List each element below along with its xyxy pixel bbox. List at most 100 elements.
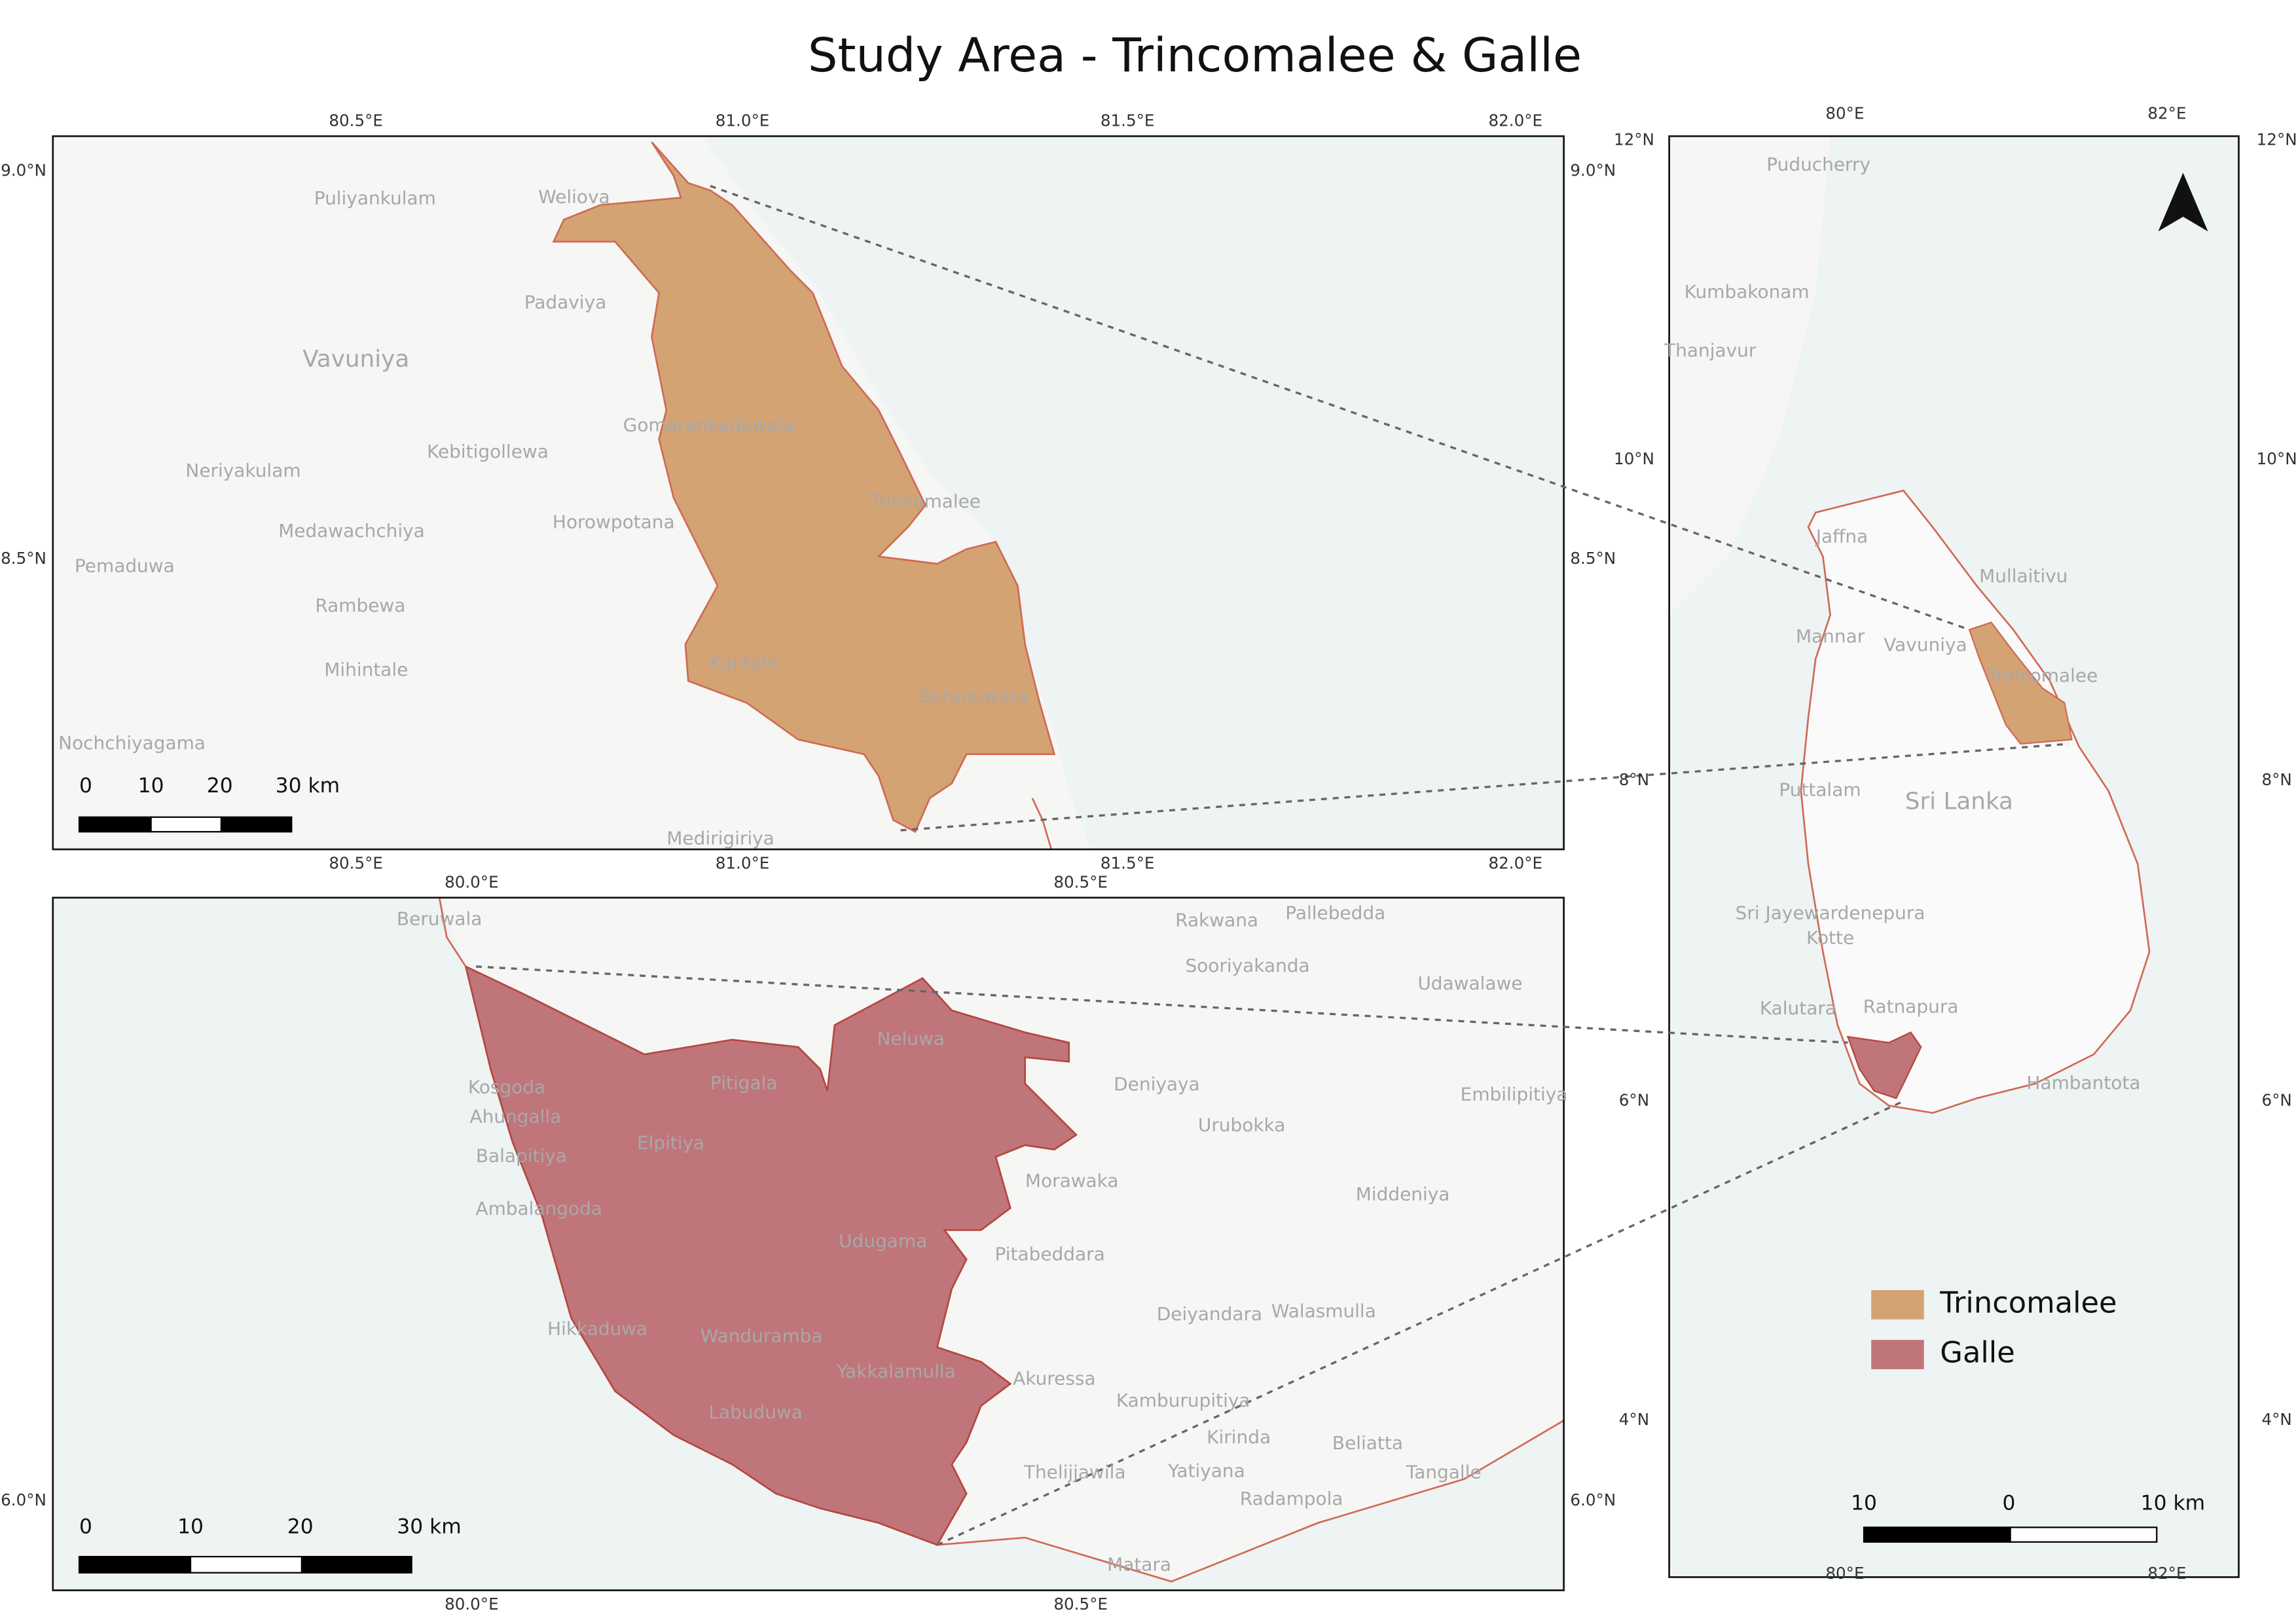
place-label: Elpitiya — [637, 1132, 704, 1154]
lat-tick-label: 8.5°N — [1, 549, 46, 568]
place-label: Kebitigollewa — [427, 441, 549, 462]
place-label: Mihintale — [324, 659, 408, 680]
place-label: Kirinda — [1207, 1426, 1271, 1448]
place-label: Labuduwa — [708, 1401, 803, 1423]
place-label: Gomarankadawala — [623, 415, 795, 436]
lon-tick-label: 80.5°E — [329, 111, 383, 130]
place-label: Embilipitiya — [1461, 1084, 1568, 1105]
scale-label: 0 — [79, 1515, 92, 1538]
lat-tick-label: 10°N — [2257, 449, 2296, 468]
lat-tick-label: 12°N — [2257, 130, 2296, 149]
lon-tick-label: 82.0°E — [1489, 853, 1543, 872]
place-label: Middeniya — [1356, 1183, 1450, 1205]
place-label: Tangalle — [1406, 1462, 1482, 1483]
place-label: Urubokka — [1198, 1115, 1285, 1136]
lon-tick-label: 80.5°E — [329, 853, 383, 872]
place-label: Udugama — [839, 1230, 927, 1251]
scale-label: 10 — [138, 774, 164, 798]
place-label: Sri Lanka — [1905, 788, 2013, 815]
lon-tick-label: 82°E — [2147, 103, 2186, 122]
lat-tick-label: 12°N — [1614, 130, 1654, 149]
place-label: Nochchiyagama — [58, 732, 206, 754]
place-label: Beruwala — [397, 908, 482, 929]
place-label: Balapitiya — [476, 1145, 567, 1167]
title: Study Area - Trincomalee & Galle — [808, 28, 1582, 83]
legend-swatch — [1871, 1290, 1924, 1320]
place-label: Thelijjawila — [1023, 1462, 1126, 1483]
lon-tick-label: 81.0°E — [716, 853, 770, 872]
lat-tick-label: 8°N — [2261, 770, 2291, 789]
place-label: Matara — [1107, 1554, 1171, 1576]
place-label: Vavuniya — [1884, 634, 1967, 655]
place-label: Jaffna — [1815, 526, 1868, 547]
scale-label: 20 — [207, 774, 233, 798]
place-label: Udawalawe — [1417, 972, 1522, 994]
panel-frame — [1668, 135, 2240, 1578]
place-label: Kotte — [1806, 927, 1854, 948]
place-label: Wanduramba — [701, 1325, 823, 1347]
lon-tick-label: 81.5°E — [1101, 853, 1155, 872]
place-label: Hikkaduwa — [547, 1318, 647, 1340]
place-label: Sooriyakanda — [1185, 955, 1309, 976]
sri-lanka — [1800, 489, 2151, 1114]
panel-frame — [52, 135, 1565, 851]
place-label: Yatiyana — [1167, 1460, 1245, 1481]
place-label: Walasmulla — [1271, 1301, 1376, 1322]
scale-segment — [189, 1556, 303, 1574]
lon-tick-label: 81.0°E — [716, 111, 770, 130]
trincomalee-inset — [1968, 621, 2073, 745]
place-label: Neluwa — [877, 1028, 945, 1050]
place-label: Puliyankulam — [314, 187, 436, 209]
place-label: Beliatta — [1332, 1432, 1403, 1454]
scale-label: 10 — [1851, 1492, 1877, 1515]
lon-tick-label: 80.5°E — [1053, 1595, 1108, 1614]
place-label: Ambalangoda — [475, 1198, 602, 1219]
lon-tick-label: 82.0°E — [1489, 111, 1543, 130]
place-label: Trincomalee — [869, 490, 981, 512]
place-label: Kalutara — [1760, 997, 1836, 1019]
coastline — [438, 897, 1565, 1583]
lat-tick-label: 6°N — [1619, 1091, 1649, 1110]
scale-label: 20 — [287, 1515, 314, 1538]
place-label: Weliova — [538, 186, 610, 208]
lat-tick-label: 8.5°N — [1570, 549, 1616, 568]
lat-tick-label: 6.0°N — [1570, 1490, 1616, 1509]
place-label: Vavuniya — [302, 346, 409, 373]
place-label: Deiyandara — [1157, 1303, 1262, 1325]
legend-swatch — [1871, 1340, 1924, 1369]
scale-segment — [301, 1556, 412, 1574]
place-label: Kosgoda — [468, 1077, 545, 1098]
place-label: Kamburupitiya — [1116, 1390, 1250, 1411]
lat-tick-label: 4°N — [1619, 1410, 1649, 1429]
scale-label: 30 km — [276, 774, 340, 798]
place-label: Padaviya — [524, 291, 607, 313]
connectors — [475, 185, 2069, 1546]
place-label: Neriyakulam — [185, 460, 301, 481]
galle-district — [464, 965, 1078, 1546]
lat-tick-label: 9.0°N — [1570, 161, 1616, 180]
lon-tick-label: 82°E — [2147, 1564, 2186, 1583]
legend-label: Galle — [1940, 1335, 2014, 1370]
lon-tick-label: 80°E — [1825, 103, 1864, 122]
lat-tick-label: 6.0°N — [1, 1490, 46, 1509]
place-label: Kantale — [709, 652, 778, 673]
place-label: Hambantota — [2026, 1072, 2140, 1094]
place-label: Puttalam — [1779, 779, 1861, 801]
place-label: Pitigala — [710, 1072, 777, 1094]
place-label: Trincomalee — [1986, 665, 2098, 686]
place-label: Medawachchiya — [278, 520, 425, 542]
place-label: Mullaitivu — [1979, 565, 2068, 587]
place-label: Mannar — [1796, 625, 1865, 647]
place-label: Radampola — [1240, 1488, 1343, 1509]
place-label: Puducherry — [1766, 154, 1870, 175]
labels: 80.5°E 81.0°E 81.5°E 82.0°E 80.5°E 81.0°E 81.5… — [1, 103, 2296, 1614]
lat-tick-label: 9.0°N — [1, 161, 46, 180]
place-label: Akuressa — [1013, 1368, 1095, 1390]
north-arrow — [2158, 172, 2208, 232]
place-label: Rambewa — [315, 595, 405, 616]
scale-label: 10 — [177, 1515, 204, 1538]
scale-label: 10 km — [2141, 1492, 2205, 1515]
place-label: Horowpotana — [553, 511, 675, 532]
place-label: Pallebedda — [1285, 902, 1385, 923]
